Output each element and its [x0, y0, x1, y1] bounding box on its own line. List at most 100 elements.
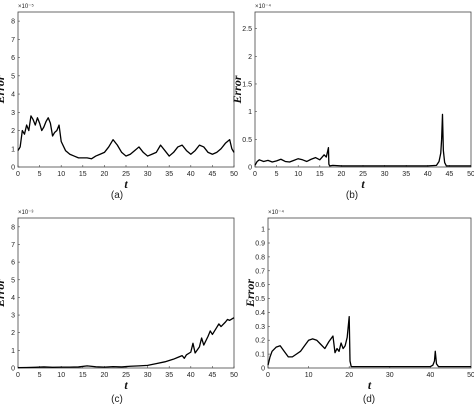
x-tick-label: 20: [338, 171, 346, 178]
y-tick-label: 2: [248, 54, 252, 61]
x-tick-label: 30: [144, 372, 152, 379]
panel-label: (b): [346, 190, 358, 201]
y-tick-label: 1: [11, 348, 15, 355]
y-axis-label: Error: [243, 279, 257, 308]
y-tick-label: 1.5: [242, 81, 252, 88]
x-tick-label: 30: [386, 372, 394, 379]
chart-panel-4: 0 10 20 30 40 50 0 0.1 0.2 0.3 0.4 0.5 0.6 0.7 0.8 0.9 1…: [243, 209, 474, 405]
plot-frame: [17, 11, 235, 168]
x-tick-label: 10: [57, 372, 65, 379]
x-tick-label: 0: [253, 171, 257, 178]
y-tick-label: 0.5: [242, 137, 252, 144]
x-tick-label: 0: [16, 372, 20, 379]
x-tick-label: 20: [101, 171, 109, 178]
y-tick-label: 0: [11, 165, 15, 172]
x-axis-label: t: [124, 177, 128, 191]
x-tick-label: 30: [144, 171, 152, 178]
x-tick-label: 5: [275, 171, 279, 178]
y-tick-label: 0.4: [255, 310, 265, 317]
y-tick-label: 1: [248, 109, 252, 116]
y-tick-label: 0.2: [255, 338, 265, 345]
y-tick-label: 4: [11, 92, 15, 99]
x-tick-label: 35: [165, 372, 173, 379]
y-tick-label: 3: [11, 313, 15, 320]
x-tick-label: 10: [57, 171, 65, 178]
x-tick-label: 50: [230, 171, 238, 178]
x-tick-label: 45: [209, 171, 217, 178]
chart-panel-2: 0 5 10 15 20 25 30 35 40 45 50 0 0.5 1 1.5 2 2.5 ×10⁻⁴ Err…: [230, 3, 474, 201]
x-axis-label: t: [361, 177, 365, 191]
y-tick-label: 6: [11, 260, 15, 267]
y-tick-label: 0.5: [255, 296, 265, 303]
x-tick-label: 25: [359, 171, 367, 178]
y-tick-label: 8: [11, 19, 15, 26]
exponent-label: ×10⁻³: [18, 210, 33, 216]
y-tick-label: 6: [11, 55, 15, 62]
y-tick-label: 8: [11, 224, 15, 231]
y-tick-label: 0.7: [255, 268, 265, 275]
y-tick-label: 0.1: [255, 352, 265, 359]
x-tick-label: 30: [381, 171, 389, 178]
plot-frame: [267, 217, 472, 369]
y-tick-label: 0.8: [255, 254, 265, 261]
exponent-label: ×10⁻⁴: [255, 3, 271, 10]
x-tick-label: 50: [467, 171, 474, 178]
y-tick-label: 1: [11, 146, 15, 153]
panel-label: (c): [111, 394, 123, 405]
x-tick-label: 40: [187, 372, 195, 379]
y-tick-label: 5: [11, 277, 15, 284]
x-tick-label: 50: [467, 372, 474, 379]
x-tick-label: 0: [16, 171, 20, 178]
chart-panel-1: 0 5 10 15 20 25 30 35 40 45 50012345678×10⁻⁵Errort…: [0, 3, 238, 201]
y-tick-label: 0.9: [255, 241, 265, 248]
x-tick-label: 40: [427, 372, 435, 379]
x-tick-label: 25: [122, 372, 130, 379]
x-tick-label: 15: [316, 171, 324, 178]
y-tick-label: 3: [11, 110, 15, 117]
x-axis-label: t: [368, 378, 372, 392]
x-tick-label: 35: [165, 171, 173, 178]
x-tick-label: 45: [209, 372, 217, 379]
y-tick-label: 5: [11, 73, 15, 80]
y-tick-label: 0: [11, 366, 15, 373]
y-tick-label: 7: [11, 37, 15, 44]
y-tick-label: 2: [11, 330, 15, 337]
plot-frame: [17, 217, 235, 369]
x-tick-label: 35: [402, 171, 410, 178]
x-tick-label: 20: [345, 372, 353, 379]
y-tick-label: 2: [11, 128, 15, 135]
x-tick-label: 10: [294, 171, 302, 178]
panel-label: (d): [363, 394, 375, 405]
x-tick-label: 50: [230, 372, 238, 379]
x-tick-label: 0: [266, 372, 270, 379]
y-tick-label: 0: [248, 165, 252, 172]
x-tick-label: 45: [446, 171, 454, 178]
x-tick-label: 15: [79, 171, 87, 178]
chart-panel-3: 0 5 10 15 20 25 30 35 40 45 50012345678×10⁻³Errort…: [0, 210, 238, 405]
y-tick-label: 4: [11, 295, 15, 302]
y-tick-label: 1: [261, 227, 265, 234]
x-tick-label: 5: [38, 171, 42, 178]
x-tick-label: 20: [101, 372, 109, 379]
series-line: [254, 113, 471, 167]
plot-frame: [254, 11, 472, 168]
series-line: [267, 315, 471, 368]
y-axis-label: Error: [0, 75, 7, 104]
x-tick-label: 40: [187, 171, 195, 178]
x-tick-label: 5: [38, 372, 42, 379]
y-tick-label: 2.5: [242, 26, 252, 33]
panel-label: (a): [111, 190, 123, 201]
x-axis-label: t: [124, 378, 128, 392]
series-line: [17, 317, 235, 369]
series-line: [17, 115, 235, 160]
y-tick-label: 0.6: [255, 282, 265, 289]
y-tick-label: 0.3: [255, 324, 265, 331]
exponent-label: ×10⁻⁴: [268, 209, 284, 216]
y-tick-label: 7: [11, 242, 15, 249]
x-tick-label: 25: [122, 171, 130, 178]
x-tick-label: 15: [79, 372, 87, 379]
y-axis-label: Error: [230, 75, 244, 104]
exponent-label: ×10⁻⁵: [18, 3, 34, 10]
